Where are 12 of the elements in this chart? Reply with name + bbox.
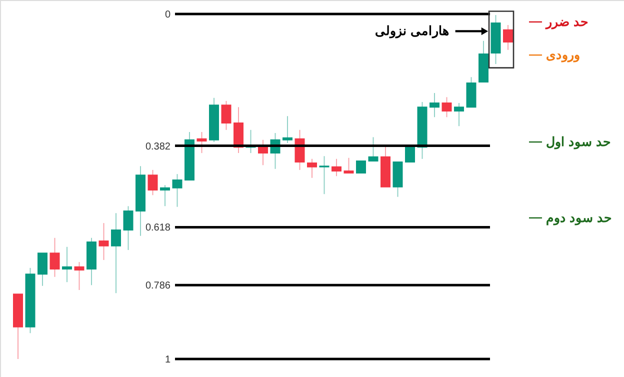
y-tick-label: 1 <box>164 354 171 366</box>
y-tick-label: 0.618 <box>145 222 171 234</box>
ref-line-label: حد سود اول <box>546 134 611 150</box>
y-tick-label: 0 <box>164 10 171 20</box>
candlestick <box>405 146 415 163</box>
ref-line-label: حد ضرر <box>545 14 588 30</box>
ref-line-label: ورودی <box>546 48 580 64</box>
y-tick-label: 0.786 <box>145 280 171 292</box>
y-tick-label: 0.382 <box>145 141 171 152</box>
annotation: هارامی نزولی <box>374 24 450 40</box>
candlestick <box>356 160 366 174</box>
ref-line-label: حد سود دوم <box>546 210 612 226</box>
